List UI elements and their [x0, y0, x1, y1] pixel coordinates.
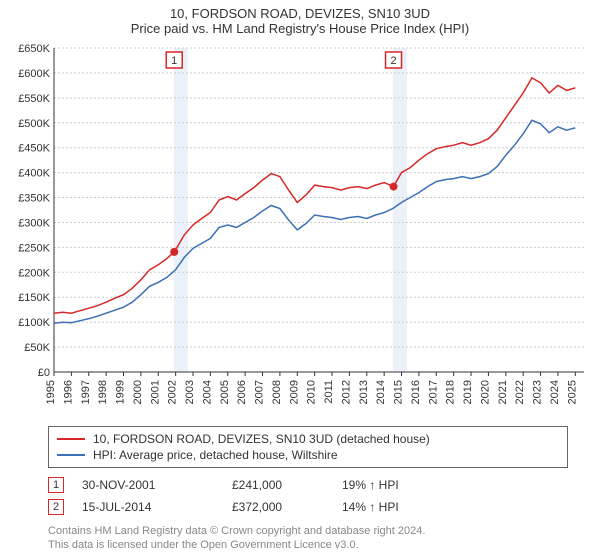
sale-shade	[393, 48, 407, 372]
x-tick-label: 2017	[427, 380, 439, 404]
x-tick-label: 1995	[45, 380, 57, 404]
sale-marker: 1	[48, 477, 64, 493]
y-tick-label: £600K	[18, 68, 50, 80]
x-tick-label: 2004	[201, 380, 213, 404]
sale-price: £372,000	[232, 500, 342, 514]
legend-swatch	[57, 438, 85, 440]
footer-line2: This data is licensed under the Open Gov…	[48, 538, 592, 552]
legend-label: HPI: Average price, detached house, Wilt…	[93, 448, 338, 462]
x-tick-label: 1996	[62, 380, 74, 404]
x-tick-label: 2018	[445, 380, 457, 404]
y-tick-label: £300K	[18, 217, 50, 229]
footer-attribution: Contains HM Land Registry data © Crown c…	[48, 524, 592, 553]
legend-label: 10, FORDSON ROAD, DEVIZES, SN10 3UD (det…	[93, 432, 430, 446]
y-tick-label: £50K	[24, 342, 50, 354]
x-tick-label: 2006	[236, 380, 248, 404]
x-tick-label: 2015	[393, 380, 405, 404]
sale-row: 1 30-NOV-2001£241,00019% ↑ HPI	[48, 474, 568, 496]
x-tick-label: 2014	[375, 380, 387, 404]
x-tick-label: 2019	[462, 380, 474, 404]
x-tick-label: 2024	[549, 380, 561, 404]
x-tick-label: 2025	[566, 380, 578, 404]
sale-dot	[390, 183, 398, 191]
x-tick-label: 2008	[271, 380, 283, 404]
sale-date: 15-JUL-2014	[82, 500, 232, 514]
x-tick-label: 1998	[97, 380, 109, 404]
y-tick-label: £150K	[18, 292, 50, 304]
title-subtitle: Price paid vs. HM Land Registry's House …	[0, 21, 600, 36]
title-address: 10, FORDSON ROAD, DEVIZES, SN10 3UD	[0, 6, 600, 21]
sale-row: 2 15-JUL-2014£372,00014% ↑ HPI	[48, 496, 568, 518]
legend-row: 10, FORDSON ROAD, DEVIZES, SN10 3UD (det…	[57, 431, 559, 447]
x-tick-label: 2010	[306, 380, 318, 404]
x-tick-label: 2009	[288, 380, 300, 404]
x-tick-label: 2021	[497, 380, 509, 404]
x-tick-label: 2000	[132, 380, 144, 404]
x-tick-label: 2020	[479, 380, 491, 404]
y-tick-label: £550K	[18, 93, 50, 105]
x-tick-label: 2012	[340, 380, 352, 404]
x-tick-label: 2003	[184, 380, 196, 404]
y-tick-label: £400K	[18, 168, 50, 180]
y-tick-label: £100K	[18, 317, 50, 329]
y-tick-label: £650K	[18, 43, 50, 55]
sale-marker: 2	[48, 499, 64, 515]
annotation-number: 2	[390, 55, 396, 67]
annotation-number: 1	[171, 55, 177, 67]
y-tick-label: £350K	[18, 193, 50, 205]
sale-delta: 19% ↑ HPI	[342, 478, 399, 492]
chart-container: { "title": { "line1": "10, FORDSON ROAD,…	[0, 0, 600, 553]
x-tick-label: 1999	[115, 380, 127, 404]
x-tick-label: 2005	[219, 380, 231, 404]
y-tick-label: £250K	[18, 242, 50, 254]
sale-delta: 14% ↑ HPI	[342, 500, 399, 514]
sale-price: £241,000	[232, 478, 342, 492]
chart-svg: £0 £50K £100K £150K £200K £250K £300K £350K £400…	[8, 42, 592, 422]
sales-table: 1 30-NOV-2001£241,00019% ↑ HPI 2 15-JUL-201…	[48, 474, 568, 518]
sale-dot	[170, 248, 178, 256]
x-tick-label: 2011	[323, 380, 335, 404]
legend: 10, FORDSON ROAD, DEVIZES, SN10 3UD (det…	[48, 426, 568, 468]
legend-row: HPI: Average price, detached house, Wilt…	[57, 447, 559, 463]
sale-date: 30-NOV-2001	[82, 478, 232, 492]
y-tick-label: £0	[38, 367, 50, 379]
x-tick-label: 2023	[532, 380, 544, 404]
chart-area: £0 £50K £100K £150K £200K £250K £300K £350K £400…	[8, 42, 592, 422]
legend-swatch	[57, 454, 85, 456]
x-tick-label: 1997	[80, 380, 92, 404]
x-tick-label: 2022	[514, 380, 526, 404]
x-tick-label: 2013	[358, 380, 370, 404]
y-tick-label: £450K	[18, 143, 50, 155]
footer-line1: Contains HM Land Registry data © Crown c…	[48, 524, 592, 538]
x-tick-label: 2007	[254, 380, 266, 404]
title-block: 10, FORDSON ROAD, DEVIZES, SN10 3UD Pric…	[0, 0, 600, 38]
x-tick-label: 2016	[410, 380, 422, 404]
x-tick-label: 2001	[149, 380, 161, 404]
y-tick-label: £200K	[18, 267, 50, 279]
x-tick-label: 2002	[167, 380, 179, 404]
sale-shade	[174, 48, 188, 372]
y-tick-label: £500K	[18, 118, 50, 130]
